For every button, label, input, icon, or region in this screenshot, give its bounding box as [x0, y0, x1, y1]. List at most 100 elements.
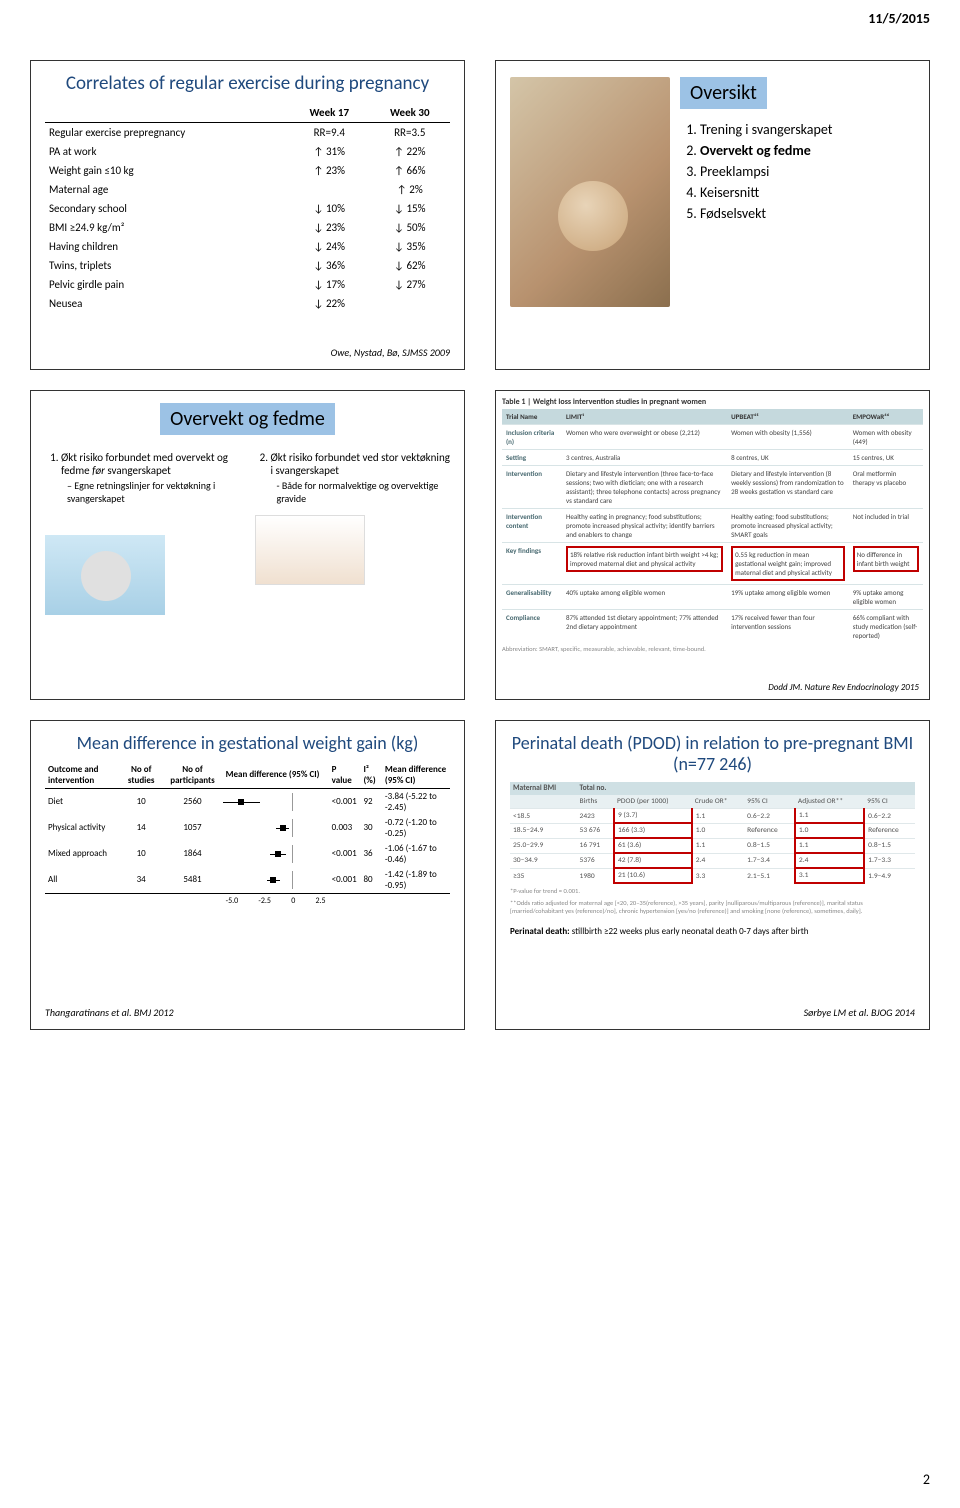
slide-overvekt: Overvekt og fedme Økt risiko forbundet m…	[30, 390, 465, 700]
table-cell: ↑ 31%	[289, 142, 369, 161]
page-number: 2	[923, 1471, 930, 1488]
table-cell: 166 (3.3)	[614, 823, 692, 838]
table-cell: Women with obesity (1,556)	[727, 425, 849, 450]
table-cell	[223, 841, 329, 867]
table-cell: 17% received fewer than four interventio…	[727, 610, 849, 644]
table-row: Regular exercise prepregnancyRR=9.4RR=3.…	[45, 122, 450, 142]
s3-item1: Økt risiko forbundet med overvekt og fed…	[61, 451, 241, 505]
forest-col: Mean difference (95% CI)	[223, 762, 329, 789]
forest-plot-row	[226, 795, 326, 809]
table-cell: 61 (3.6)	[614, 838, 692, 853]
table-cell: RR=3.5	[369, 122, 450, 142]
table-cell: 3.3	[692, 868, 744, 883]
table-row: Physical activity1410570.00330-0.72 (-1.…	[45, 815, 450, 841]
table-row: 25.0–29.916 79161 (3.6)1.10.8–1.51.10.8–…	[510, 838, 915, 853]
table-cell	[369, 294, 450, 313]
table-cell: ↓ 35%	[369, 237, 450, 256]
table-cell: 5376	[577, 853, 614, 868]
table-cell: 0.8–1.5	[864, 838, 915, 853]
slide1-citation: Owe, Nystad, Bø, SJMSS 2009	[331, 346, 450, 359]
row-label: Setting	[502, 450, 562, 466]
list-item: Preeklampsi	[700, 161, 915, 182]
slide5-title: Mean difference in gestational weight ga…	[45, 733, 450, 754]
list-item: Fødselsvekt	[700, 203, 915, 224]
pregnancy-image	[510, 77, 670, 307]
table-row: Compliance87% attended 1st dietary appoi…	[502, 610, 923, 644]
s6-foot1: *P-value for trend = 0.001.	[510, 888, 915, 896]
s6-subcol: PDOD (per 1000)	[614, 795, 692, 809]
table-row: Pelvic girdle pain↓ 17%↓ 27%	[45, 275, 450, 294]
slide-oversikt: Oversikt Trening i svangerskapetOvervekt…	[495, 60, 930, 370]
table-cell: 14	[120, 815, 162, 841]
table-cell: 42 (7.8)	[614, 853, 692, 868]
table-cell: Dietary and lifestyle intervention (thre…	[562, 466, 727, 509]
journal-table: Trial Name LIMIT¹ UPBEAT⁴⁵ EMPOWaR⁴⁶ Inc…	[502, 409, 923, 643]
table-cell: 10	[120, 788, 162, 815]
table-cell: 0.55 kg reduction in mean gestational we…	[727, 543, 849, 585]
table-row: Mixed approach101864<0.00136-1.06 (-1.67…	[45, 841, 450, 867]
col-blank	[45, 103, 289, 123]
s6-th-total: Total no.	[577, 782, 915, 795]
slide6-citation: Sørbye LM et al. BJOG 2014	[804, 1006, 915, 1019]
table-cell: 0.6–2.2	[744, 809, 795, 824]
table-cell: Pelvic girdle pain	[45, 275, 289, 294]
table-row: BMI ≥24.9 kg/m²↓ 23%↓ 50%	[45, 218, 450, 237]
slide2-heading: Oversikt	[680, 77, 767, 109]
slide1-title: Correlates of regular exercise during pr…	[45, 73, 450, 95]
table-cell: 18% relative risk reduction infant birth…	[562, 543, 727, 585]
forest-plot-row	[226, 873, 326, 887]
slide6-title: Perinatal death (PDOD) in relation to pr…	[510, 733, 915, 774]
s6-subcol: Births	[577, 795, 614, 809]
table-cell: Women with obesity (449)	[849, 425, 923, 450]
table-row: 18.5–24.953 676166 (3.3)1.0Reference1.0R…	[510, 823, 915, 838]
table-cell: -1.06 (-1.67 to -0.46)	[382, 841, 450, 867]
table-cell: 53 676	[577, 823, 614, 838]
table-cell: ↑ 22%	[369, 142, 450, 161]
list-item: Trening i svangerskapet	[700, 119, 915, 140]
table-row: <18.524239 (3.7)1.10.6–2.21.10.6–2.2	[510, 809, 915, 824]
table-row: Maternal age↑ 2%	[45, 180, 450, 199]
table-cell	[223, 867, 329, 894]
forest-col: P value	[329, 762, 361, 789]
table-cell: 15 centres, UK	[849, 450, 923, 466]
table-cell: 1.0	[692, 823, 744, 838]
table-cell: ↑ 2%	[369, 180, 450, 199]
table-cell: Reference	[864, 823, 915, 838]
table-cell: 0.003	[329, 815, 361, 841]
table-cell: ↓ 62%	[369, 256, 450, 275]
table-cell: 1.7–3.3	[864, 853, 915, 868]
table-cell: 16 791	[577, 838, 614, 853]
table-cell: Healthy eating in pregnancy; food substi…	[562, 509, 727, 543]
table-cell: Diet	[45, 788, 120, 815]
correlates-table: Week 17 Week 30 Regular exercise prepreg…	[45, 103, 450, 313]
table-cell: 2560	[162, 788, 222, 815]
s6-foot2: **Odds ratio adjusted for maternal age […	[510, 900, 915, 916]
s6-peri-bold: Perinatal death:	[510, 926, 570, 937]
s6-subcol	[510, 795, 577, 809]
table-cell: Regular exercise prepregnancy	[45, 122, 289, 142]
table-cell: -1.42 (-1.89 to -0.95)	[382, 867, 450, 894]
table-cell: <0.001	[329, 788, 361, 815]
jt-h2: UPBEAT⁴⁵	[727, 409, 849, 425]
table-cell: 25.0–29.9	[510, 838, 577, 853]
table-cell: 87% attended 1st dietary appointment; 77…	[562, 610, 727, 644]
axis-tick: 2.5	[315, 896, 325, 906]
jt-h0: Trial Name	[502, 409, 562, 425]
axis-tick: 0	[291, 896, 295, 906]
forest-plot-row	[226, 847, 326, 861]
table-cell: ≥35	[510, 868, 577, 883]
row-label: Compliance	[502, 610, 562, 644]
forest-col: No of studies	[120, 762, 162, 789]
table-row: Weight gain ≤10 kg↑ 23%↑ 66%	[45, 161, 450, 180]
table-cell: Healthy eating; food substitutions; prom…	[727, 509, 849, 543]
slide-mean-diff: Mean difference in gestational weight ga…	[30, 720, 465, 1030]
s3-item1-sub: Egne retningslinjer for vektøkning i sva…	[67, 479, 241, 505]
table-cell: 1.1	[692, 838, 744, 853]
slide3-heading: Overvekt og fedme	[160, 403, 335, 435]
table-cell: 5481	[162, 867, 222, 894]
table-cell: 19% uptake among eligible women	[727, 585, 849, 610]
jt-h1: LIMIT¹	[562, 409, 727, 425]
table-row: Twins, triplets↓ 36%↓ 62%	[45, 256, 450, 275]
table-cell: 0.6–2.2	[864, 809, 915, 824]
table-row: Inclusion criteria (n)Women who were ove…	[502, 425, 923, 450]
